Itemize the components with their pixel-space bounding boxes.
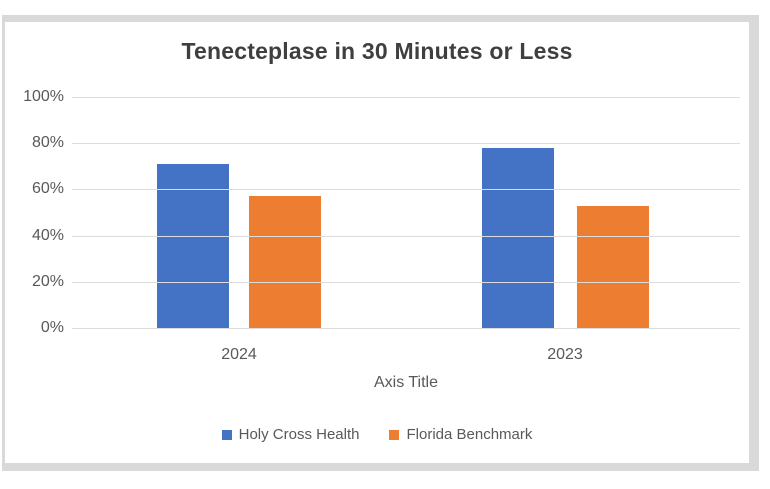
x-axis-title: Axis Title: [373, 374, 438, 391]
chart-title: Tenecteplase in 30 Minutes or Less: [181, 38, 573, 64]
y-axis-tick-40%: 40%: [31, 226, 64, 244]
legend-item-florida-benchmark: Florida Benchmark: [389, 426, 532, 443]
gridline-100%: [72, 97, 740, 98]
y-axis-tick-80%: 80%: [31, 134, 64, 152]
legend-swatch-orange-icon: [389, 429, 400, 440]
chart-frame: Tenecteplase in 30 Minutes or Less 2024 …: [2, 15, 759, 471]
gridline-0%: [72, 328, 740, 329]
y-axis-tick-20%: 20%: [31, 272, 64, 290]
x-axis-category-2024: 2024: [221, 346, 257, 363]
legend-item-holy-cross-health: Holy Cross Health: [221, 426, 360, 443]
bar-florida-benchmark-2023: [577, 206, 649, 328]
gridline-20%: [72, 281, 740, 283]
y-axis-tick-100%: 100%: [23, 88, 64, 105]
legend-label-holy-cross-health: Holy Cross Health: [238, 426, 360, 443]
bar-holy-cross-health-2024: [157, 164, 229, 328]
legend: Holy Cross Health Florida Benchmark: [5, 426, 749, 443]
plot-area: 2024 2023 Axis Title 0% 20% 40% 60% 80% 100%: [23, 89, 740, 391]
bar-florida-benchmark-2024: [249, 196, 321, 328]
legend-label-florida-benchmark: Florida Benchmark: [406, 426, 533, 443]
y-axis-tick-60%: 60%: [31, 180, 64, 198]
bar-holy-cross-health-2023: [482, 148, 554, 328]
x-axis-category-2023: 2023: [547, 346, 583, 363]
gridline-40%: [72, 235, 740, 237]
gridline-60%: [72, 189, 740, 191]
gridline-80%: [72, 143, 740, 145]
y-axis-tick-0%: 0%: [40, 319, 64, 336]
legend-swatch-blue-icon: [221, 429, 232, 440]
